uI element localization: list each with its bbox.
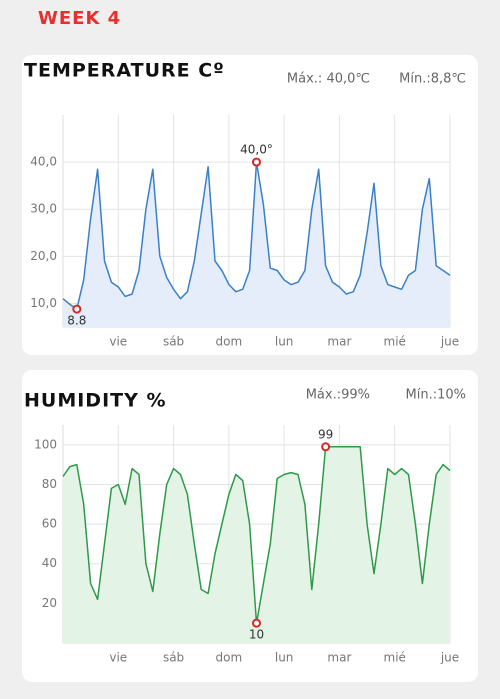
annotation-label: 99 xyxy=(318,427,333,441)
max-label: Máx.: 40,0℃ xyxy=(287,72,370,87)
area-fill xyxy=(63,446,450,643)
chart-title: HUMIDITY % xyxy=(24,390,167,412)
annotation-label: 8.8 xyxy=(67,314,86,328)
x-tick-label: lun xyxy=(275,335,294,349)
annotation-marker xyxy=(321,442,331,452)
max-label: Máx.:99% xyxy=(306,388,370,403)
x-tick-label: vie xyxy=(109,651,127,665)
annotation-marker xyxy=(252,618,261,628)
y-tick-label: 30,0 xyxy=(30,202,57,216)
min-label: Mín.:10% xyxy=(406,388,466,403)
chart-title: TEMPERATURE Cº xyxy=(24,60,225,82)
y-tick-label: 20 xyxy=(42,596,57,610)
y-tick-label: 40,0 xyxy=(30,155,57,169)
x-tick-label: mar xyxy=(327,651,351,665)
x-tick-label: mar xyxy=(327,335,351,349)
y-tick-label: 10,0 xyxy=(30,296,57,310)
y-tick-label: 40 xyxy=(42,556,57,570)
min-label: Mín.:8,8℃ xyxy=(399,72,466,87)
y-tick-label: 80 xyxy=(42,477,57,491)
page-title: WEEK 4 xyxy=(38,8,121,29)
x-tick-label: mié xyxy=(384,651,406,665)
y-tick-label: 20,0 xyxy=(30,249,57,263)
x-tick-label: sáb xyxy=(163,651,184,665)
x-tick-label: mié xyxy=(384,335,406,349)
x-tick-label: jue xyxy=(440,651,459,665)
x-tick-label: jue xyxy=(440,335,459,349)
annotation-marker xyxy=(72,304,82,314)
area-fill xyxy=(63,162,450,327)
y-tick-label: 60 xyxy=(42,517,57,531)
annotation-marker xyxy=(252,157,261,167)
y-tick-label: 100 xyxy=(34,437,57,451)
x-tick-label: dom xyxy=(216,651,243,665)
annotation-label: 40,0° xyxy=(240,143,273,157)
annotation-label: 10 xyxy=(249,628,264,642)
x-tick-label: dom xyxy=(216,335,243,349)
x-tick-label: sáb xyxy=(163,335,184,349)
x-tick-label: lun xyxy=(275,651,294,665)
x-tick-label: vie xyxy=(109,335,127,349)
